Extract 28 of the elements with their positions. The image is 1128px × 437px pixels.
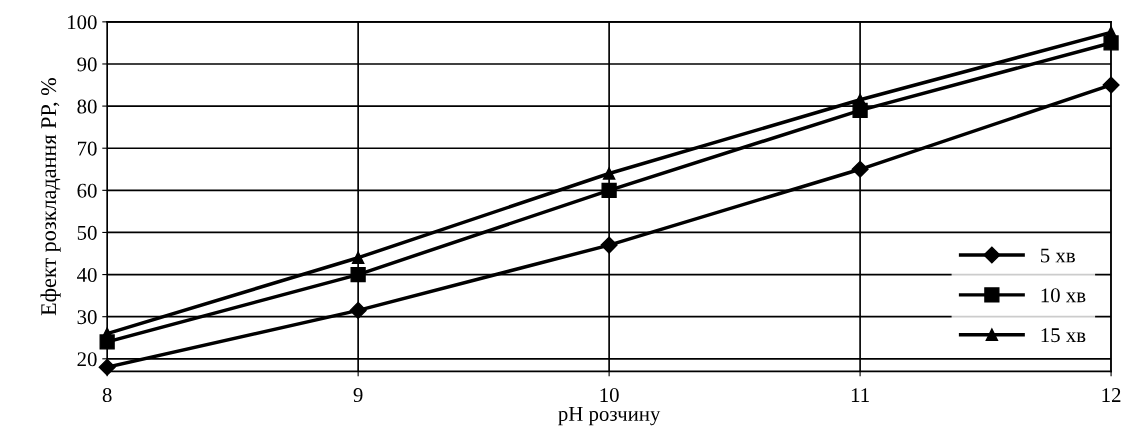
y-tick-label: 70 [77,141,97,156]
x-tick-label: 11 [851,388,869,402]
legend-label: 15 хв [1041,328,1086,343]
x-tick-label: 9 [353,388,363,403]
y-tick-label: 60 [77,183,97,198]
y-tick-label: 20 [77,352,97,367]
point [351,251,365,264]
legend-label: 10 хв [1041,288,1086,303]
y-tick-label: 30 [77,310,97,325]
point [350,266,366,283]
point [851,160,869,178]
y-tick-label: 50 [77,225,97,240]
y-tick-label: 40 [77,267,97,283]
point [98,358,116,376]
x-tick-label: 12 [1102,388,1121,402]
point [601,182,617,198]
legend-label: 5 хв [1041,248,1075,263]
y-tick-label: 100 [68,15,97,30]
point [602,167,616,180]
y-tick-label: 90 [77,57,97,72]
point [1102,76,1120,94]
y-axis-title: Ефект розкладання РР, % [40,78,61,316]
x-axis-title: pH розчину [558,407,661,426]
point [600,236,618,254]
y-tick-label: 80 [77,99,97,114]
x-tick-label: 8 [102,388,112,403]
point [349,301,367,319]
x-tick-label: 10 [600,388,619,403]
